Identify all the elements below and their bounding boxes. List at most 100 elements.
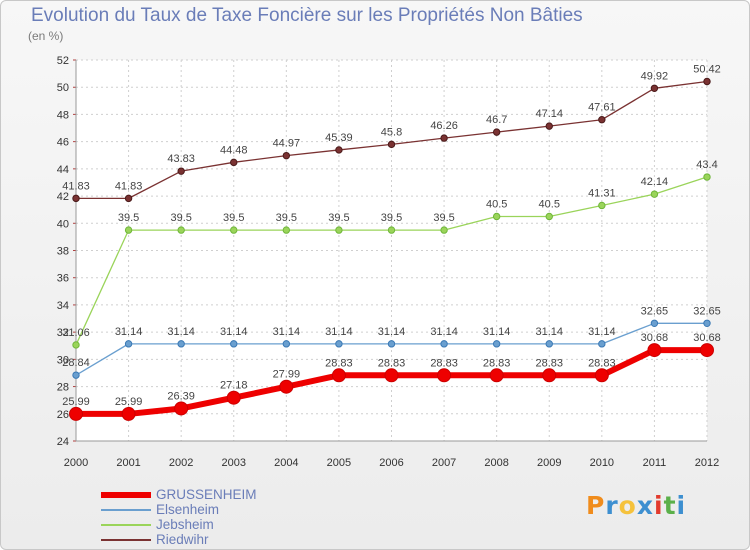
data-point-grussenheim bbox=[542, 368, 557, 383]
data-point-jebsheim bbox=[124, 226, 133, 234]
data-label-riedwihr: 45.39 bbox=[325, 132, 353, 144]
data-point-elsenheim bbox=[177, 340, 185, 348]
data-point-grussenheim bbox=[174, 401, 189, 416]
y-tick-label: 42 bbox=[57, 191, 69, 203]
data-point-elsenheim bbox=[545, 340, 553, 348]
data-point-riedwihr bbox=[335, 146, 343, 154]
legend-swatch bbox=[101, 539, 151, 541]
data-label-grussenheim: 25.99 bbox=[115, 396, 143, 408]
chart-series bbox=[69, 77, 714, 421]
data-label-jebsheim: 39.5 bbox=[118, 212, 139, 224]
logo-letter: i bbox=[654, 491, 664, 520]
data-label-jebsheim: 39.5 bbox=[328, 212, 349, 224]
data-point-riedwihr bbox=[177, 167, 185, 175]
data-point-elsenheim bbox=[650, 319, 659, 327]
data-label-riedwihr: 47.14 bbox=[535, 108, 563, 120]
data-label-grussenheim: 28.83 bbox=[535, 357, 563, 369]
logo-letter: r bbox=[605, 491, 619, 520]
y-tick-label: 38 bbox=[57, 246, 69, 258]
x-tick-label: 2004 bbox=[274, 457, 298, 469]
data-point-grussenheim bbox=[69, 406, 83, 421]
y-tick-label: 46 bbox=[57, 137, 69, 149]
y-tick-label: 44 bbox=[57, 164, 69, 176]
data-point-jebsheim bbox=[72, 341, 80, 349]
data-label-jebsheim: 39.5 bbox=[223, 212, 244, 224]
y-tick-label: 24 bbox=[57, 436, 69, 448]
data-point-riedwihr bbox=[703, 77, 711, 86]
data-label-grussenheim: 28.83 bbox=[325, 357, 353, 369]
data-point-grussenheim bbox=[279, 379, 294, 394]
data-point-riedwihr bbox=[72, 194, 80, 203]
data-label-grussenheim: 28.83 bbox=[378, 357, 406, 369]
legend-label: Elsenheim bbox=[156, 502, 220, 517]
logo-letter: t bbox=[663, 491, 677, 520]
legend-label: Jebsheim bbox=[156, 517, 214, 532]
data-label-riedwihr: 44.48 bbox=[220, 144, 248, 156]
data-label-grussenheim: 27.18 bbox=[220, 380, 248, 392]
data-label-elsenheim: 28.84 bbox=[62, 357, 90, 369]
data-point-jebsheim bbox=[440, 226, 448, 234]
data-point-jebsheim bbox=[387, 226, 396, 234]
data-point-elsenheim bbox=[124, 340, 133, 348]
chart-data-labels: 41.83 41.83 43.83 44.48 44.97 45.39 45.8 46.26 4… bbox=[62, 63, 721, 407]
data-label-grussenheim: 28.83 bbox=[483, 357, 511, 369]
data-point-jebsheim bbox=[177, 226, 185, 234]
data-point-jebsheim bbox=[492, 212, 501, 221]
chart-axes: 24 26 28 30 32 34 36 38 40 42 44 46 48 50 52 2000 2001 20… bbox=[57, 55, 719, 469]
y-tick-label: 30 bbox=[57, 354, 69, 366]
y-tick-label: 34 bbox=[57, 300, 69, 312]
data-label-elsenheim: 32.65 bbox=[693, 305, 721, 317]
y-tick-label: 40 bbox=[57, 218, 69, 230]
data-point-riedwihr bbox=[124, 194, 133, 203]
x-tick-label: 2003 bbox=[222, 457, 246, 469]
x-tick-label: 2011 bbox=[643, 457, 667, 469]
data-label-riedwihr: 46.26 bbox=[430, 120, 458, 132]
data-point-elsenheim bbox=[598, 340, 606, 348]
data-label-grussenheim: 26.39 bbox=[167, 390, 195, 402]
data-point-elsenheim bbox=[72, 371, 80, 379]
data-point-elsenheim bbox=[492, 340, 501, 348]
x-tick-label: 2000 bbox=[64, 457, 88, 469]
data-point-elsenheim bbox=[440, 340, 448, 348]
data-point-grussenheim bbox=[331, 368, 346, 383]
x-tick-label: 2010 bbox=[590, 457, 614, 469]
proxiti-logo: Proxiti bbox=[586, 491, 686, 520]
data-label-elsenheim: 31.14 bbox=[273, 326, 301, 338]
logo-letter: x bbox=[636, 491, 654, 520]
data-point-riedwihr bbox=[492, 128, 501, 136]
logo-letter: o bbox=[618, 491, 637, 520]
data-point-jebsheim bbox=[703, 173, 711, 181]
chart-title: Evolution du Taux de Taxe Foncière sur l… bbox=[31, 5, 583, 26]
chart-grid bbox=[75, 59, 708, 442]
data-label-jebsheim: 39.5 bbox=[381, 212, 402, 224]
y-tick-label: 50 bbox=[57, 82, 69, 94]
x-tick-label: 2012 bbox=[695, 457, 719, 469]
data-label-grussenheim: 25.99 bbox=[62, 396, 90, 408]
logo-letter: i bbox=[676, 491, 687, 520]
data-label-grussenheim: 28.83 bbox=[588, 357, 616, 369]
data-point-grussenheim bbox=[489, 368, 504, 383]
data-label-jebsheim: 39.5 bbox=[276, 212, 297, 224]
legend-swatch bbox=[101, 509, 151, 511]
legend-label: Riedwihr bbox=[156, 532, 209, 547]
y-tick-label: 26 bbox=[57, 409, 69, 421]
y-tick-label: 32 bbox=[57, 327, 69, 339]
data-point-grussenheim bbox=[437, 368, 452, 383]
data-point-grussenheim bbox=[121, 406, 136, 421]
data-label-elsenheim: 31.14 bbox=[588, 326, 616, 338]
y-tick-label: 52 bbox=[57, 55, 69, 67]
data-label-elsenheim: 31.14 bbox=[430, 326, 458, 338]
data-label-jebsheim: 42.14 bbox=[641, 176, 669, 188]
data-point-grussenheim bbox=[384, 368, 399, 383]
data-point-riedwihr bbox=[650, 84, 659, 93]
data-point-riedwihr bbox=[440, 134, 448, 142]
data-label-jebsheim: 39.5 bbox=[433, 212, 454, 224]
data-label-grussenheim: 30.68 bbox=[641, 332, 669, 344]
data-label-riedwihr: 47.61 bbox=[588, 102, 616, 114]
data-label-elsenheim: 31.14 bbox=[483, 326, 511, 338]
data-label-grussenheim: 30.68 bbox=[693, 332, 721, 344]
data-label-riedwihr: 43.83 bbox=[167, 153, 195, 165]
data-label-jebsheim: 41.31 bbox=[588, 187, 616, 199]
data-point-jebsheim bbox=[230, 226, 238, 234]
